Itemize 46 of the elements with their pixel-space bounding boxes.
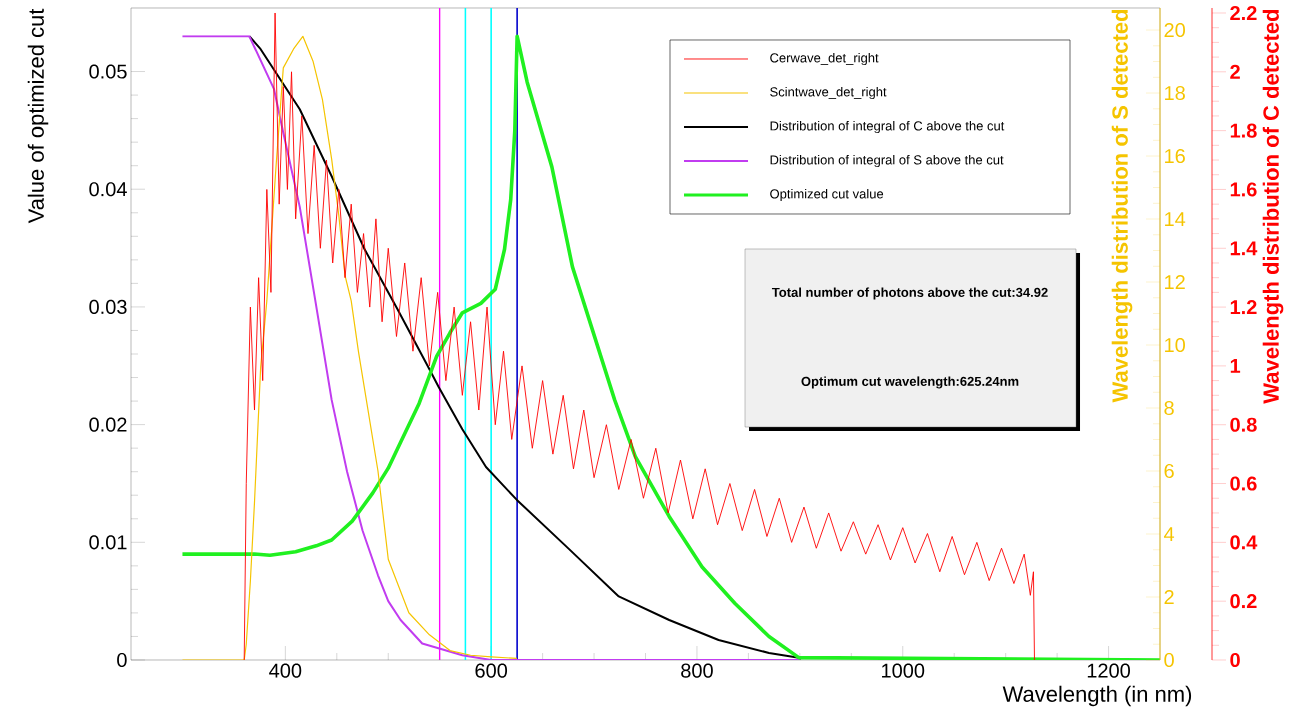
line-series: [181, 35, 518, 660]
legend-label: Distribution of integral of C above the cut: [770, 120, 1005, 134]
y3-tick-label: 0.2: [1230, 594, 1257, 609]
annotation: Total number of photons above the cut:34.92: [771, 287, 1048, 300]
x-tick-label: 600: [475, 663, 508, 678]
y3-tick-label: 0.4: [1230, 535, 1258, 550]
legend-label: Cerwave_det_right: [770, 52, 879, 66]
y3-tick-label: 1.8: [1230, 123, 1257, 138]
y2-tick-label: 10: [1165, 337, 1185, 353]
y3-tick-label: 0.6: [1230, 476, 1257, 491]
y-tick-label: 0.05: [89, 64, 127, 79]
y-tick-label: 0.01: [89, 535, 127, 550]
y2-tick-label: 6: [1164, 463, 1174, 479]
x-tick-label: 400: [269, 663, 302, 678]
y2-tick-label: 8: [1164, 400, 1174, 416]
y2-tick-label: 14: [1165, 212, 1186, 226]
y3-tick-label: 0: [1230, 652, 1240, 668]
y2-tick-label: 16: [1165, 148, 1185, 164]
y3-tick-label: 0.8: [1230, 417, 1257, 432]
y3-tick-label: 1.2: [1230, 300, 1257, 315]
y3-tick-label: 1.6: [1230, 182, 1257, 197]
y2-tick-label: 2: [1164, 590, 1174, 604]
y2-tick-label: 12: [1165, 275, 1185, 290]
y3-tick-label: 2.2: [1230, 6, 1257, 20]
legend-label: Distribution of integral of S above the cut: [770, 154, 1004, 168]
y3-tick-label: 2: [1230, 64, 1240, 79]
annotation: Optimum cut wavelength:625.24nm: [801, 376, 1019, 389]
y2-axis-title: Wavelength distribution of S detected: [1111, 9, 1133, 403]
y3-axis-title: Wavelength distribution of C detected: [1262, 9, 1284, 404]
legend-label: Scintwave_det_right: [770, 86, 887, 100]
x-tick-label: 800: [681, 663, 713, 678]
y3-tick-label: 1.4: [1230, 241, 1258, 256]
y2-tick-label: 20: [1164, 22, 1185, 38]
y2-tick-label: 18: [1165, 85, 1185, 101]
y-tick-label: 0: [117, 652, 127, 668]
y-tick-label: 0.02: [89, 417, 127, 432]
x-tick-label: 1000: [882, 663, 925, 678]
x-axis-title: Wavelength (in nm): [1002, 685, 1192, 707]
legend-label: Optimized cut value: [770, 188, 884, 202]
y-tick-label: 0.04: [89, 182, 127, 197]
y2-tick-label: 0: [1164, 652, 1174, 668]
y-axis-title: Value of optimized cut: [27, 8, 49, 224]
x-tick-label: 1200: [1087, 663, 1131, 678]
y-tick-label: 0.03: [89, 299, 127, 314]
y3-tick-label: 1: [1230, 359, 1241, 373]
y2-tick-label: 4: [1164, 527, 1175, 541]
